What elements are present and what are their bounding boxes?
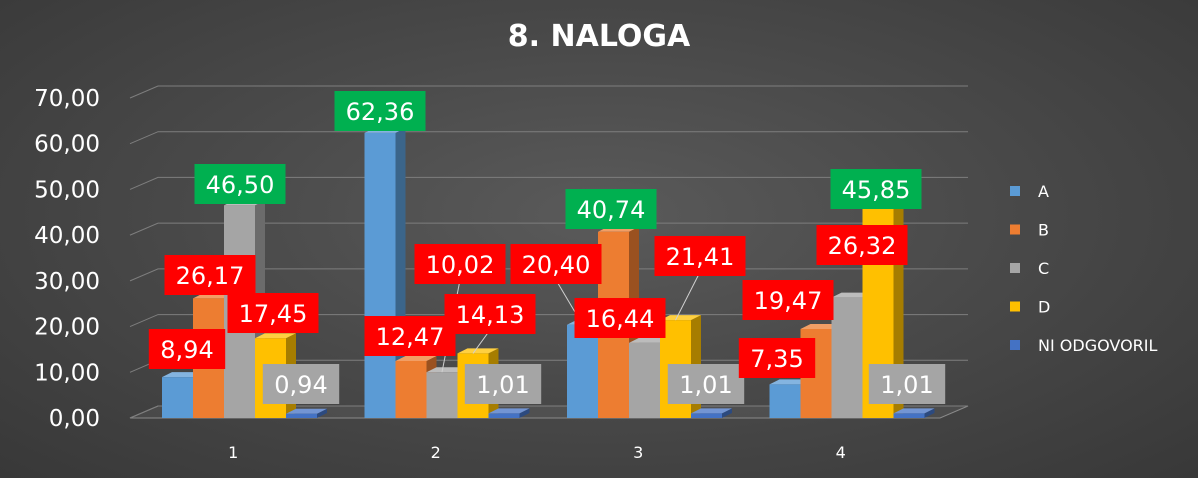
legend-entry: A bbox=[1010, 182, 1049, 201]
data-label: 26,32 bbox=[816, 225, 908, 265]
y-tick-label: 30,00 bbox=[34, 269, 100, 295]
data-label-text: 17,45 bbox=[239, 300, 308, 328]
data-label-text: 21,41 bbox=[666, 243, 735, 271]
legend-label: D bbox=[1038, 298, 1050, 317]
data-label: 19,47 bbox=[742, 280, 834, 320]
data-label-text: 26,17 bbox=[176, 262, 245, 290]
data-label-text: 20,40 bbox=[522, 251, 591, 279]
data-label-text: 19,47 bbox=[754, 287, 823, 315]
data-label: 7,35 bbox=[738, 338, 816, 378]
leader-line bbox=[675, 271, 701, 321]
data-label-text: 14,13 bbox=[456, 301, 525, 329]
bar bbox=[364, 127, 406, 418]
data-label: 62,36 bbox=[334, 91, 426, 131]
data-label-text: 1,01 bbox=[880, 371, 933, 399]
x-tick-label: 1 bbox=[228, 443, 238, 462]
y-axis: 0,00 10,00 20,00 30,00 40,00 50,00 60,00 70,00 bbox=[34, 86, 100, 432]
data-label: 26,17 bbox=[164, 255, 256, 295]
y-tick-label: 0,00 bbox=[49, 406, 100, 432]
data-label-text: 16,44 bbox=[586, 305, 655, 333]
data-label-text: 1,01 bbox=[476, 371, 529, 399]
bar bbox=[286, 408, 327, 418]
y-tick-label: 70,00 bbox=[34, 86, 100, 112]
gridline bbox=[129, 131, 968, 145]
data-label: 1,01 bbox=[868, 364, 946, 404]
y-tick-label: 60,00 bbox=[34, 132, 100, 158]
data-label-text: 26,32 bbox=[828, 232, 897, 260]
bar bbox=[691, 408, 732, 418]
legend-entry: NI ODGOVORIL bbox=[1010, 336, 1157, 355]
bar bbox=[893, 408, 935, 418]
x-tick-label: 4 bbox=[836, 443, 846, 462]
data-label: 17,45 bbox=[227, 293, 319, 333]
data-label: 0,94 bbox=[262, 364, 340, 404]
chart-title: 8. NALOGA bbox=[508, 19, 691, 54]
y-tick-label: 10,00 bbox=[34, 360, 100, 386]
data-label-text: 7,35 bbox=[750, 345, 803, 373]
data-label: 14,13 bbox=[444, 294, 536, 334]
legend-swatch bbox=[1010, 224, 1020, 235]
data-label: 10,02 bbox=[414, 244, 506, 284]
legend-label: A bbox=[1038, 182, 1049, 201]
data-label: 40,74 bbox=[565, 189, 657, 229]
legend-label: B bbox=[1038, 221, 1049, 240]
data-label: 12,47 bbox=[364, 316, 456, 356]
legend-swatch bbox=[1010, 186, 1020, 196]
data-label: 8,94 bbox=[148, 329, 226, 369]
gridline bbox=[129, 314, 968, 328]
legend-swatch bbox=[1010, 263, 1020, 273]
data-label: 21,41 bbox=[654, 236, 746, 276]
x-axis: 1 2 3 4 bbox=[228, 443, 846, 462]
data-label: 46,50 bbox=[194, 164, 286, 204]
data-label-text: 1,01 bbox=[679, 371, 732, 399]
gridline bbox=[129, 176, 968, 190]
data-label: 45,85 bbox=[830, 169, 922, 209]
legend: A BC D NI ODGOVORIL bbox=[1010, 182, 1157, 355]
data-labels: 8,94 26,17 46,50 17,45 0,94 62,36 12,47 10,02 14… bbox=[148, 91, 946, 404]
legend-entry: B bbox=[1010, 221, 1049, 240]
y-tick-label: 20,00 bbox=[34, 315, 100, 341]
legend-label: NI ODGOVORIL bbox=[1038, 336, 1157, 355]
x-tick-label: 3 bbox=[633, 443, 643, 462]
data-label-text: 0,94 bbox=[274, 371, 327, 399]
data-label: 1,01 bbox=[667, 364, 745, 404]
bar bbox=[488, 408, 530, 418]
data-label-text: 8,94 bbox=[160, 336, 213, 364]
data-label: 20,40 bbox=[510, 244, 602, 284]
legend-entry: D bbox=[1010, 298, 1050, 317]
data-label-text: 62,36 bbox=[346, 98, 415, 126]
legend-entry: C bbox=[1010, 259, 1049, 278]
legend-swatch bbox=[1010, 340, 1020, 350]
data-label-text: 10,02 bbox=[426, 251, 495, 279]
data-label: 1,01 bbox=[464, 364, 542, 404]
data-label-text: 12,47 bbox=[376, 323, 445, 351]
x-tick-label: 2 bbox=[431, 443, 441, 462]
legend-swatch bbox=[1010, 301, 1020, 312]
data-label-text: 40,74 bbox=[577, 196, 646, 224]
y-tick-label: 40,00 bbox=[34, 223, 100, 249]
gridline bbox=[129, 85, 968, 99]
y-tick-label: 50,00 bbox=[34, 177, 100, 203]
data-label-text: 45,85 bbox=[842, 176, 911, 204]
legend-label: C bbox=[1038, 259, 1049, 278]
gridline bbox=[129, 222, 968, 236]
data-label: 16,44 bbox=[574, 298, 666, 338]
data-label-text: 46,50 bbox=[206, 171, 275, 199]
